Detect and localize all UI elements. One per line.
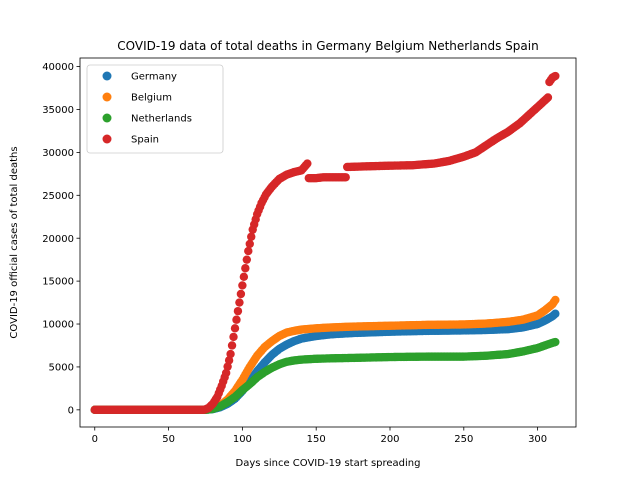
- legend-label-netherlands: Netherlands: [131, 114, 192, 125]
- legend-label-germany: Germany: [131, 72, 177, 83]
- y-tick-label: 5000: [49, 363, 74, 374]
- y-tick-label: 0: [68, 405, 74, 416]
- legend-marker-netherlands: [102, 113, 112, 123]
- x-tick-label: 200: [380, 434, 399, 445]
- legend-marker-germany: [102, 71, 112, 81]
- data-point: [224, 356, 234, 365]
- data-point: [232, 315, 241, 324]
- data-point: [247, 232, 256, 241]
- x-axis-ticks: 0 50 100 150 200 250 300: [92, 427, 547, 445]
- data-point: [551, 337, 560, 347]
- legend-label-spain: Spain: [131, 135, 159, 146]
- data-point: [303, 159, 312, 168]
- data-point: [341, 173, 350, 182]
- data-point: [226, 349, 235, 359]
- chart-title: COVID-19 data of total deaths in Germany…: [117, 39, 538, 53]
- plot-frame: [79, 57, 577, 428]
- x-tick-label: 250: [454, 434, 473, 445]
- x-tick-label: 50: [162, 434, 175, 445]
- y-tick-label: 20000: [42, 234, 74, 245]
- y-tick-label: 35000: [42, 105, 74, 116]
- x-tick-label: 0: [92, 434, 98, 445]
- data-point: [551, 71, 560, 81]
- x-tick-label: 300: [528, 434, 547, 445]
- data-point: [221, 368, 231, 378]
- data-point: [551, 309, 560, 318]
- data-point: [229, 332, 238, 342]
- data-point: [245, 239, 254, 249]
- data-point: [223, 362, 232, 371]
- series-spain: [90, 71, 560, 415]
- legend-label-belgium: Belgium: [131, 93, 172, 104]
- y-tick-label: 10000: [42, 320, 74, 331]
- data-point: [543, 93, 553, 102]
- plot-markers: [90, 71, 560, 415]
- data-point: [239, 272, 249, 282]
- y-tick-label: 40000: [42, 62, 74, 73]
- y-tick-label: 25000: [42, 191, 74, 202]
- y-tick-label: 15000: [42, 277, 74, 288]
- data-point: [238, 281, 247, 290]
- y-axis-label: COVID-19 official cases of total deaths: [9, 146, 20, 338]
- data-point: [242, 255, 252, 264]
- data-point: [235, 298, 244, 307]
- legend: Germany Belgium Netherlands Spain: [86, 64, 224, 154]
- data-point: [244, 246, 253, 256]
- y-axis-ticks: 0 5000 10000 15000 20000 25000 30000 35000 40000: [42, 62, 80, 416]
- data-point: [230, 324, 240, 333]
- x-tick-label: 150: [307, 434, 326, 445]
- legend-marker-spain: [102, 134, 112, 144]
- legend-marker-belgium: [102, 92, 112, 102]
- data-point: [236, 289, 246, 299]
- x-tick-label: 100: [233, 434, 252, 445]
- y-tick-label: 30000: [42, 148, 74, 159]
- x-axis-label: Days since COVID-19 start spreading: [236, 458, 421, 469]
- legend-box: [86, 64, 224, 154]
- data-point: [241, 264, 250, 273]
- data-point: [233, 306, 243, 316]
- data-point: [227, 341, 237, 350]
- data-point: [551, 295, 560, 305]
